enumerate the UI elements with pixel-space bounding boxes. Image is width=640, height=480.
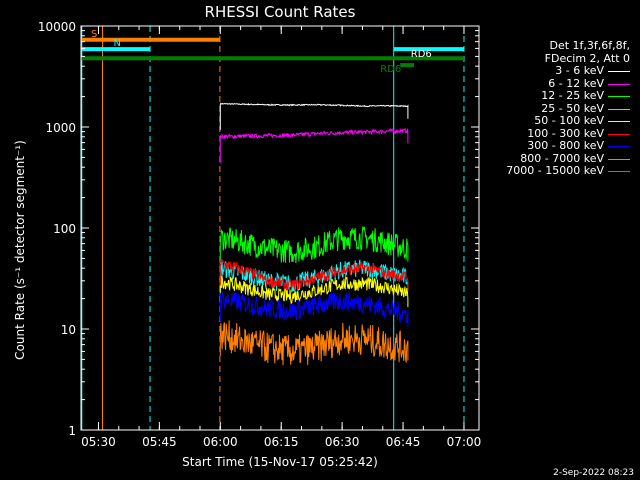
legend-entry-label: 50 - 100 keV: [534, 114, 604, 127]
series-line: [219, 320, 409, 366]
x-tick-label: 06:15: [264, 435, 299, 449]
legend-entry-label: 100 - 300 keV: [527, 126, 604, 140]
legend-entry: 25 - 50 keV: [476, 101, 634, 116]
legend: Det 1f,3f,6f,8f, FDecim 2, Att 0 3 - 6 k…: [476, 39, 634, 178]
legend-entry: 300 - 800 keV: [476, 139, 634, 153]
legend-entry-label: 12 - 25 keV: [541, 89, 604, 102]
legend-entry: 50 - 100 keV: [476, 114, 634, 128]
legend-rows: 3 - 6 keV 6 - 12 keV 12 - 25 keV 25 - 50 ke…: [476, 64, 634, 178]
series-line: [219, 127, 409, 163]
series-line: [219, 226, 409, 263]
legend-entry-label: 800 - 7000 keV: [520, 151, 604, 165]
series-line: [219, 291, 409, 327]
legend-entry: 12 - 25 keV: [476, 89, 634, 103]
axes: 1 10 100 1000 10000 05:30 05:45 06:00 06:15 06:30…: [38, 20, 481, 449]
x-axis-label: Start Time (15-Nov-17 05:25:42): [182, 455, 378, 469]
series-line: [219, 102, 409, 130]
legend-entry-label: 300 - 800 keV: [527, 139, 604, 152]
x-tick-label: 06:00: [203, 435, 238, 449]
legend-entry: 7000 - 15000 keV: [476, 164, 634, 178]
legend-entry: 800 - 7000 keV: [476, 151, 634, 166]
legend-entry: 100 - 300 keV: [476, 126, 634, 141]
attenuator-bar-label: S: [91, 29, 97, 40]
series-line: [219, 259, 409, 291]
y-tick-label: 10000: [38, 20, 76, 34]
legend-entry-swatch: [608, 146, 630, 147]
legend-header-decimation: FDecim 2, Att 0: [544, 51, 630, 65]
plot-frame: [80, 25, 480, 431]
y-axis-label: Count Rate (s⁻¹ detector segment⁻¹): [13, 140, 27, 360]
y-tick-label: 1000: [45, 121, 76, 135]
legend-entry-swatch: [608, 96, 630, 97]
chart-title: RHESSI Count Rates: [205, 3, 356, 21]
legend-entry-swatch: [608, 83, 630, 85]
legend-header-detectors: Det 1f,3f,6f,8f,: [549, 39, 630, 52]
attenuator-bar-label: RD6: [380, 64, 401, 75]
legend-entry-swatch: [608, 133, 630, 135]
legend-entry-label: 7000 - 15000 keV: [506, 164, 604, 177]
attenuator-bars: S N RD6 RD6: [81, 29, 464, 75]
y-tick-label: 1: [68, 424, 76, 438]
footer-timestamp: 2-Sep-2022 08:23: [553, 468, 634, 478]
legend-entry-swatch: [608, 108, 630, 110]
y-tick-label: 10: [61, 323, 76, 337]
series-line: [219, 274, 409, 307]
x-tick-label: 05:45: [142, 435, 177, 449]
attenuator-bar-label: N: [113, 38, 120, 49]
legend-entry: 3 - 6 keV: [476, 64, 634, 78]
x-tick-label: 05:30: [81, 435, 116, 449]
x-tick-label: 06:45: [386, 435, 421, 449]
y-tick-label: 100: [53, 222, 76, 236]
legend-entry-label: 6 - 12 keV: [548, 76, 604, 90]
legend-entry-label: 3 - 6 keV: [555, 64, 604, 77]
x-tick-label: 06:30: [325, 435, 360, 449]
flag-label: RD6: [411, 49, 432, 60]
legend-entry-swatch: [608, 71, 630, 72]
vertical-lines: [81, 26, 465, 430]
legend-entry: 6 - 12 keV: [476, 76, 634, 91]
legend-entry-label: 25 - 50 keV: [541, 101, 604, 115]
legend-entry-swatch: [608, 171, 630, 172]
series-layer: [219, 102, 409, 366]
x-tick-label: 07:00: [447, 435, 482, 449]
legend-entry-swatch: [608, 158, 630, 160]
legend-entry-swatch: [608, 121, 630, 122]
